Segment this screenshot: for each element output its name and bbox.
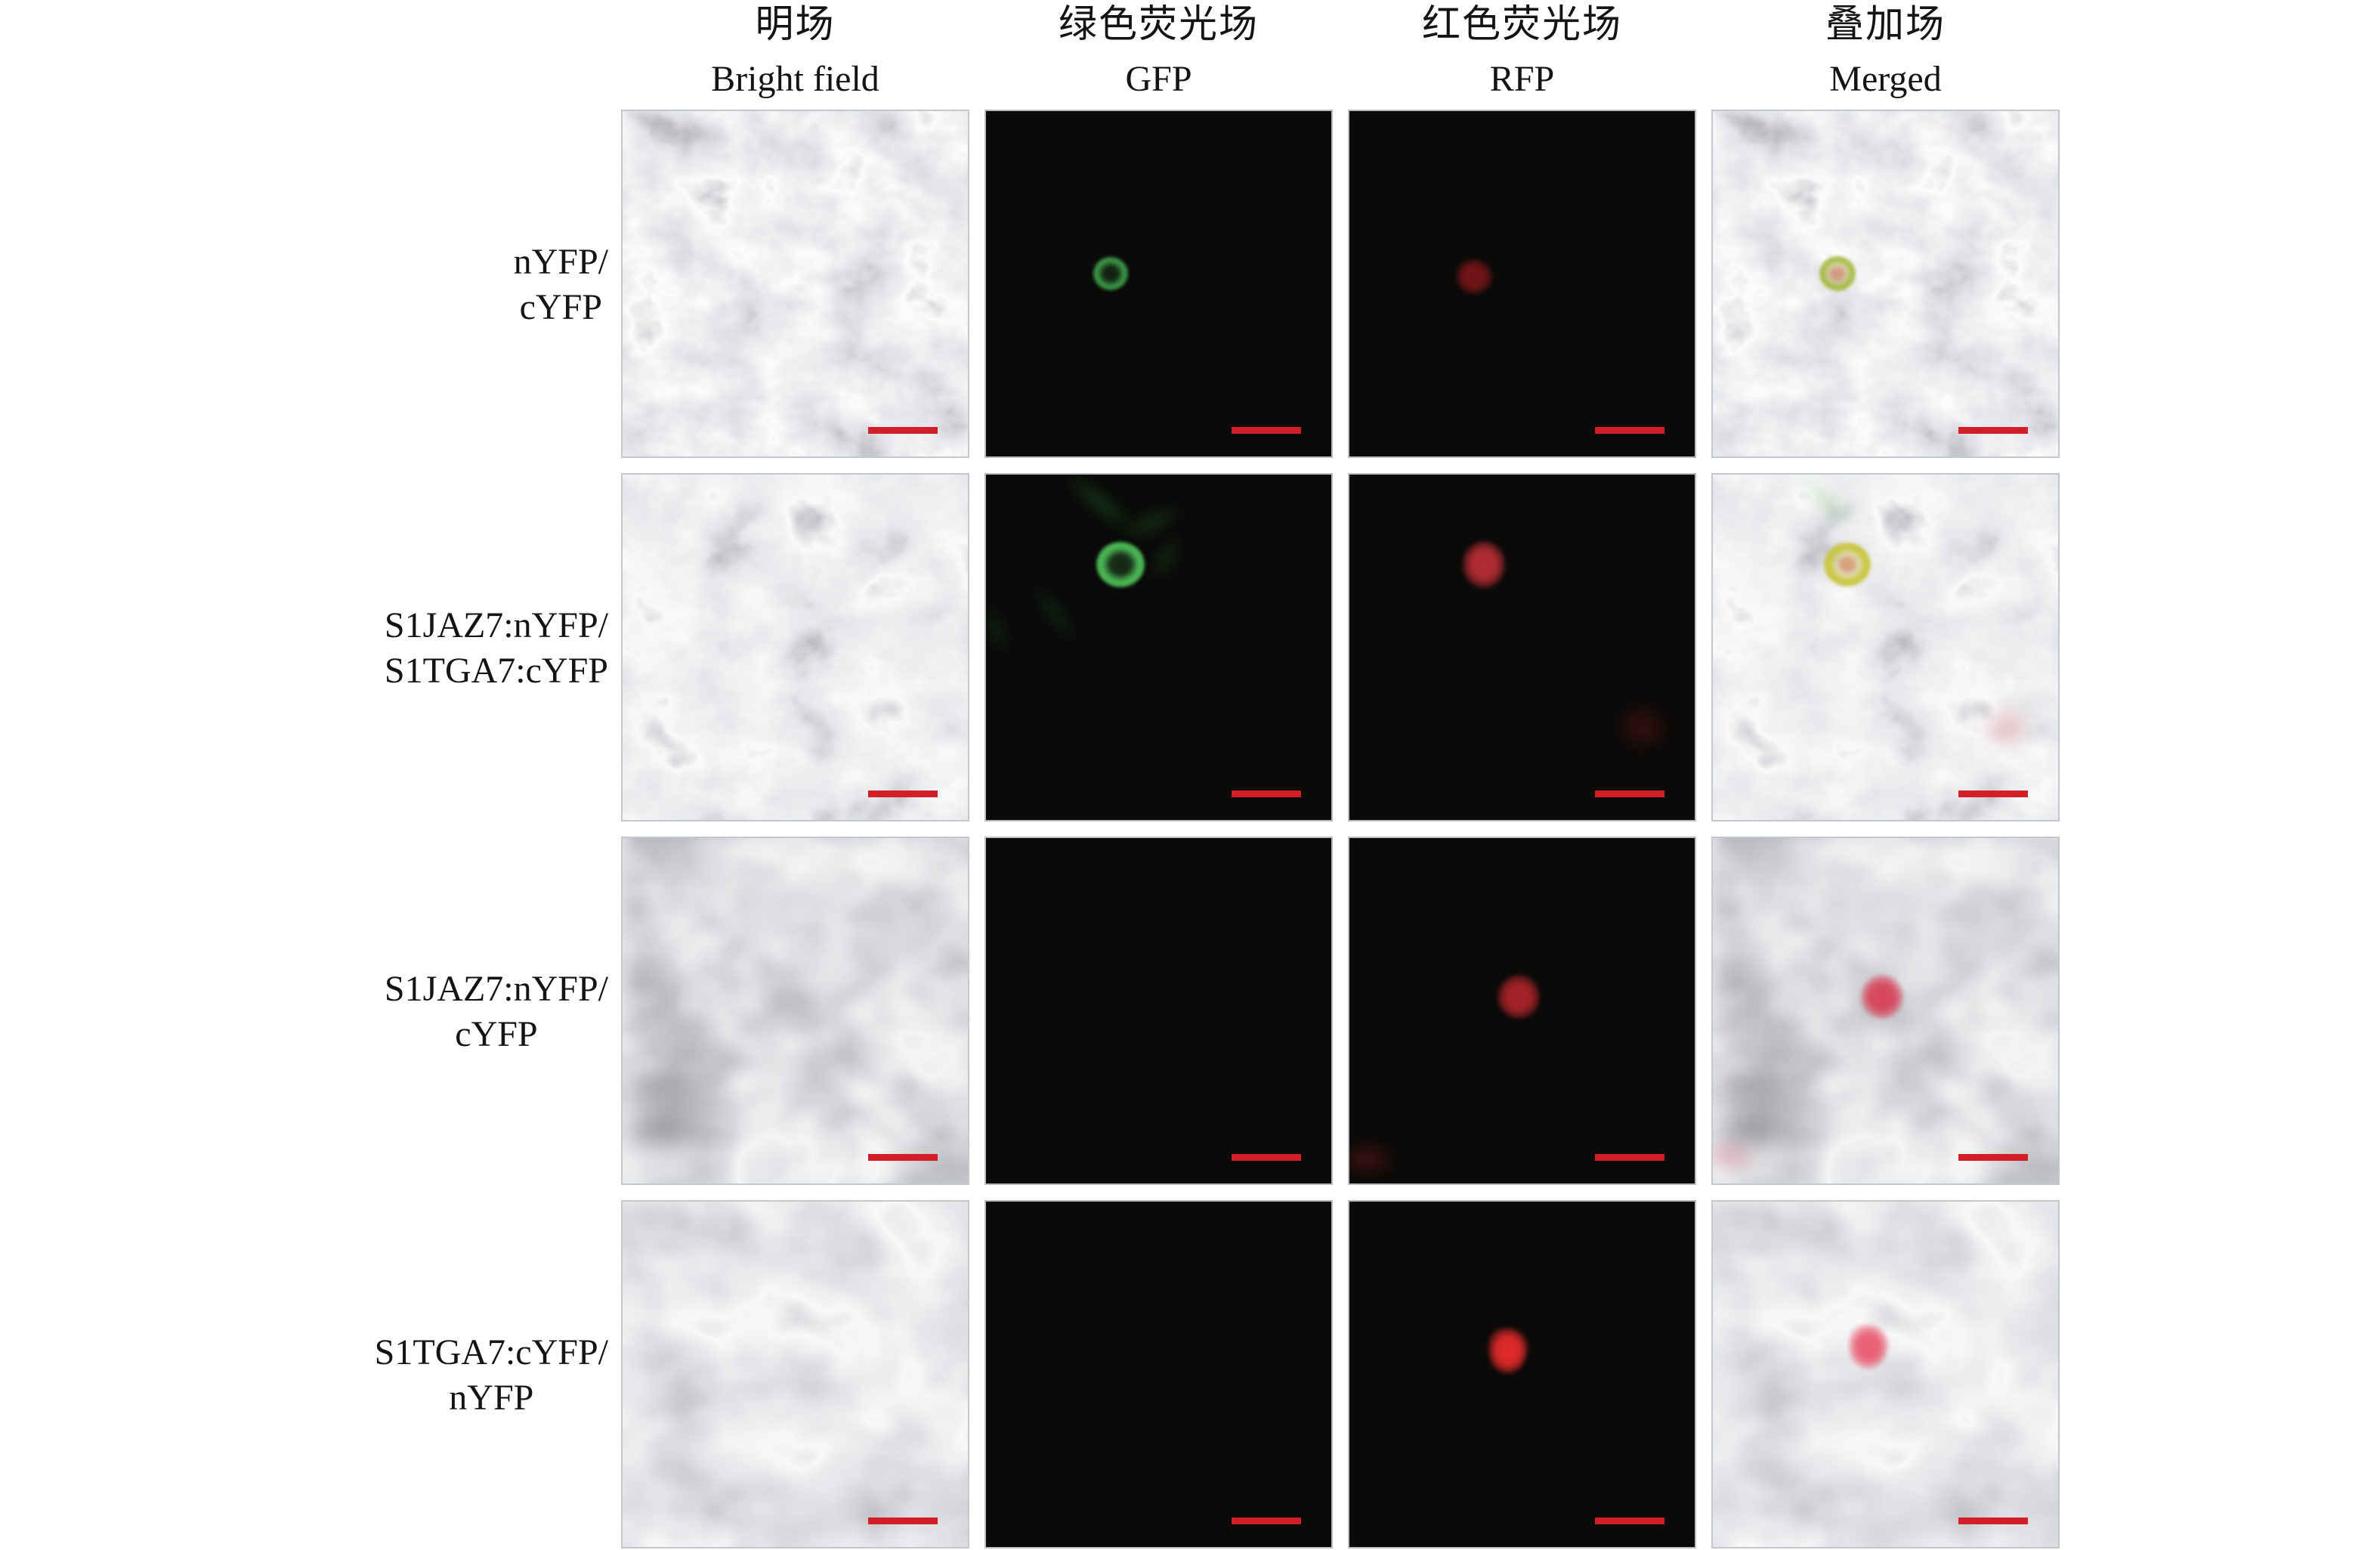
gfp-smudge-signal xyxy=(1030,580,1080,645)
scale-bar xyxy=(1595,427,1664,434)
row-label-line: nYFP/ xyxy=(513,242,608,282)
row-label-tga7-nyfp: S1TGA7:cYFP/ nYFP xyxy=(375,1330,608,1421)
row-label-line: S1JAZ7:nYFP/ xyxy=(384,969,608,1009)
panel-row2-bright-field xyxy=(621,473,969,821)
epidermal-cell-texture xyxy=(623,838,968,1183)
rfp-blob-signal xyxy=(1497,975,1540,1019)
row-label-line: cYFP xyxy=(519,287,602,327)
panel-row3-bright-field xyxy=(621,837,969,1185)
scale-bar xyxy=(1958,790,2028,797)
gfp-smudge-signal xyxy=(986,606,1009,654)
column-header-gfp-en: GFP xyxy=(1125,59,1192,99)
scale-bar xyxy=(1232,790,1301,797)
scale-bar xyxy=(868,1518,938,1524)
epidermal-cell-texture xyxy=(1713,1202,2058,1547)
column-header-rfp-zh: 红色荧光场 xyxy=(1421,4,1622,46)
column-header-rfp-en: RFP xyxy=(1489,59,1555,99)
row-label-line: S1TGA7:cYFP/ xyxy=(374,1332,608,1372)
gfp-smudge-signal xyxy=(1148,534,1183,581)
gfp-ring-signal xyxy=(1096,541,1145,587)
scale-bar xyxy=(868,1154,938,1161)
gfp-smudge-signal xyxy=(1063,475,1137,535)
row-label-line: S1JAZ7:nYFP/ xyxy=(384,605,608,645)
row-label-line: S1TGA7:cYFP xyxy=(384,651,608,691)
rfp-blob-signal xyxy=(1455,259,1492,295)
epidermal-cell-texture xyxy=(623,111,968,456)
epidermal-cell-texture xyxy=(623,1202,968,1547)
column-header-bright-field-zh: 明场 xyxy=(755,4,836,46)
row-label-nyfp-cyfp: nYFP/ cYFP xyxy=(514,240,608,330)
scale-bar xyxy=(1958,427,2028,434)
merged-smudge-signal xyxy=(1713,1139,1757,1173)
merged-blob-signal xyxy=(1848,1324,1888,1369)
scale-bar xyxy=(868,790,938,797)
panel-row1-rfp xyxy=(1348,110,1696,458)
epidermal-cell-texture xyxy=(1713,475,2058,820)
panel-row1-gfp xyxy=(984,110,1333,458)
merged-blob-signal xyxy=(1837,554,1859,574)
panel-row1-merged xyxy=(1711,110,2060,458)
scale-bar xyxy=(1232,1154,1301,1161)
merged-blob-signal xyxy=(1827,264,1847,283)
panel-row4-rfp xyxy=(1348,1200,1696,1548)
rfp-smudge-signal xyxy=(1349,1144,1393,1174)
panel-row4-gfp xyxy=(984,1200,1333,1548)
scale-bar xyxy=(1958,1518,2028,1524)
panel-row2-rfp xyxy=(1348,473,1696,821)
column-header-bright-field: 明场 Bright field xyxy=(621,2,969,100)
row-label-jaz7-tga7: S1JAZ7:nYFP/ S1TGA7:cYFP xyxy=(385,603,608,694)
column-header-merged-zh: 叠加场 xyxy=(1825,4,1946,46)
panel-row3-merged xyxy=(1711,837,2060,1185)
column-header-bright-field-en: Bright field xyxy=(711,59,879,99)
panel-row4-bright-field xyxy=(621,1200,969,1548)
panel-row2-gfp xyxy=(984,473,1333,821)
epidermal-cell-texture xyxy=(1713,111,2058,456)
scale-bar xyxy=(1595,790,1664,797)
scale-bar xyxy=(868,427,938,434)
scale-bar xyxy=(1595,1154,1664,1161)
scale-bar xyxy=(1958,1154,2028,1161)
scale-bar xyxy=(1232,1518,1301,1524)
column-header-gfp: 绿色荧光场 GFP xyxy=(984,2,1333,100)
column-header-rfp: 红色荧光场 RFP xyxy=(1348,2,1696,100)
panel-row2-merged xyxy=(1711,473,2060,821)
epidermal-cell-texture xyxy=(623,475,968,820)
rfp-blob-signal xyxy=(1488,1327,1528,1373)
merged-blob-signal xyxy=(1860,975,1903,1019)
merged-smudge-signal xyxy=(1982,705,2031,748)
row-label-line: nYFP xyxy=(449,1378,534,1418)
row-label-line: cYFP xyxy=(455,1014,538,1054)
panel-row4-merged xyxy=(1711,1200,2060,1548)
column-header-merged-en: Merged xyxy=(1829,59,1942,99)
gfp-ring-signal xyxy=(1093,256,1128,290)
rfp-blob-signal xyxy=(1463,540,1506,588)
scale-bar xyxy=(1232,427,1301,434)
rfp-smudge-signal xyxy=(1618,705,1668,748)
row-label-jaz7-cyfp: S1JAZ7:nYFP/ cYFP xyxy=(385,967,608,1057)
panel-row3-gfp xyxy=(984,837,1333,1185)
column-header-merged: 叠加场 Merged xyxy=(1711,2,2060,100)
scale-bar xyxy=(1595,1518,1664,1524)
panel-row3-rfp xyxy=(1348,837,1696,1185)
column-header-gfp-zh: 绿色荧光场 xyxy=(1058,4,1259,46)
panel-row1-bright-field xyxy=(621,110,969,458)
